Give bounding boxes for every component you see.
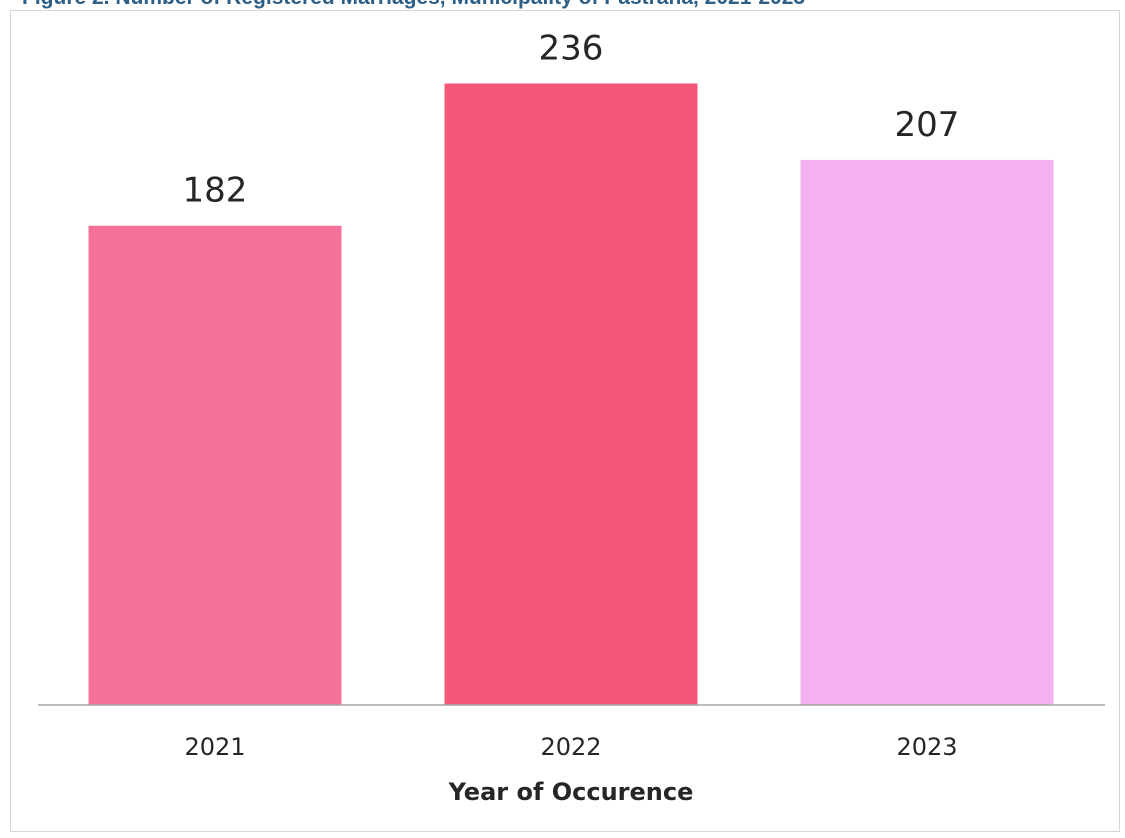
chart-title: Figure 2. Number of Registered Marriages… — [22, 0, 1122, 14]
value-labels-group: 182 236 207 — [183, 29, 960, 211]
bar-2021 — [88, 225, 342, 705]
tick-label-2021: 2021 — [184, 733, 245, 761]
bar-2023 — [800, 159, 1054, 705]
tick-label-2023: 2023 — [896, 733, 957, 761]
value-label-2023: 207 — [895, 105, 960, 145]
bars-group — [88, 83, 1054, 706]
tick-labels-group: 2021 2022 2023 — [184, 733, 957, 761]
chart-frame — [10, 10, 1120, 832]
x-axis-title: Year of Occurence — [448, 778, 694, 806]
tick-label-2022: 2022 — [540, 733, 601, 761]
bar-2022 — [444, 83, 698, 706]
value-label-2022: 236 — [539, 29, 604, 69]
value-label-2021: 182 — [183, 171, 248, 211]
